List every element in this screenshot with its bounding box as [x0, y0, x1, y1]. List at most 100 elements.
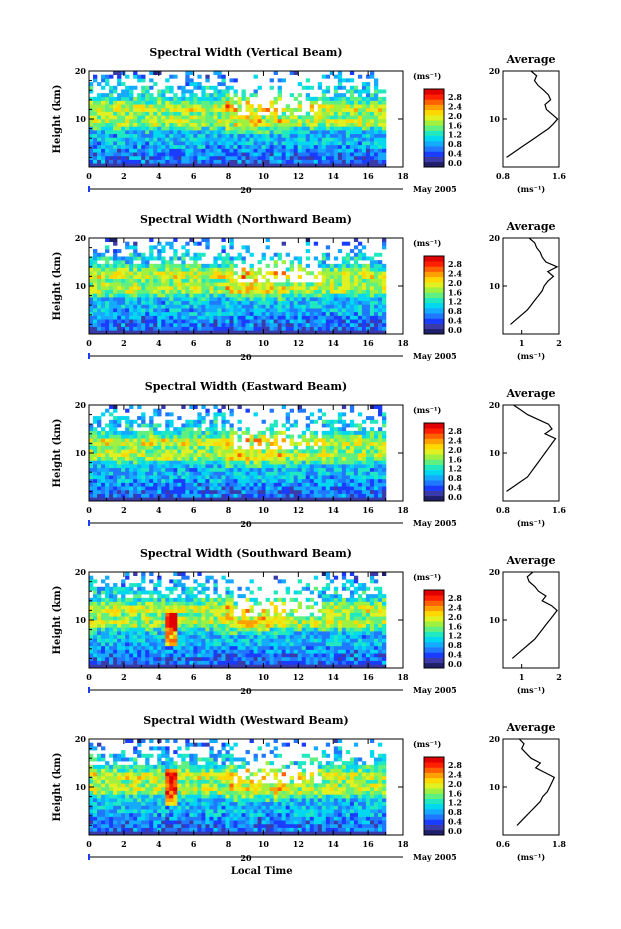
heatmap-cell: [217, 664, 222, 669]
heatmap-cell: [333, 282, 339, 287]
heatmap-cell: [129, 148, 134, 153]
heatmap-cell: [185, 249, 190, 254]
heatmap-cell: [277, 304, 282, 309]
heatmap-cell: [349, 155, 355, 160]
heatmap-cell: [121, 260, 126, 265]
heatmap-cell: [173, 263, 178, 268]
heatmap-cell: [341, 412, 347, 417]
heatmap-cell: [369, 126, 375, 131]
heatmap-cell: [197, 486, 202, 491]
heatmap-cell: [221, 286, 226, 290]
heatmap-cell: [177, 434, 182, 439]
heatmap-cell: [341, 126, 347, 131]
heatmap-cell: [285, 493, 290, 498]
heatmap-cell: [145, 482, 150, 487]
heatmap-cell: [117, 267, 122, 272]
heatmap-cell: [129, 445, 134, 450]
heatmap-cell: [157, 441, 162, 446]
heatmap-cell: [321, 438, 327, 443]
heatmap-cell: [133, 286, 138, 290]
heatmap-cell: [265, 286, 270, 290]
heatmap-cell: [365, 326, 371, 331]
heatmap-cell: [321, 115, 327, 120]
heatmap-cell: [209, 126, 214, 131]
heatmap-cell: [293, 486, 298, 491]
heatmap-cell: [189, 311, 194, 316]
heatmap-cell: [353, 453, 359, 457]
heatmap-cell: [361, 315, 367, 320]
heatmap-cell: [213, 497, 218, 502]
heatmap-cell: [273, 423, 278, 428]
heatmap-cell: [377, 434, 383, 439]
heatmap-cell: [157, 293, 162, 298]
heatmap-cell: [333, 419, 339, 424]
heatmap-cell: [309, 489, 315, 494]
heatmap-cell: [157, 93, 162, 98]
heatmap-cell: [185, 478, 190, 483]
heatmap-cell: [137, 271, 142, 276]
heatmap-cell: [113, 286, 118, 290]
heatmap-cell: [361, 486, 367, 491]
heatmap-cell: [305, 497, 311, 502]
heatmap-cell: [177, 96, 182, 101]
heatmap-cell: [261, 122, 266, 127]
heatmap-cell: [121, 430, 126, 435]
heatmap-cell: [377, 119, 383, 123]
heatmap-cell: [261, 289, 266, 294]
heatmap-cell: [297, 482, 303, 487]
heatmap-cell: [193, 456, 198, 461]
heatmap-cell: [169, 74, 174, 79]
heatmap-cell: [169, 293, 174, 298]
heatmap-cell: [329, 460, 335, 465]
heatmap-cell: [201, 137, 206, 142]
heatmap-cell: [217, 263, 222, 268]
heatmap-cell: [189, 155, 194, 160]
heatmap-cell: [141, 267, 146, 272]
heatmap-cell: [317, 482, 323, 487]
heatmap-cell: [373, 119, 379, 123]
heatmap-cell: [157, 412, 162, 417]
heatmap-cell: [193, 256, 198, 261]
heatmap-cell: [377, 133, 383, 138]
heatmap-cell: [361, 330, 367, 335]
heatmap-cell: [145, 438, 150, 443]
heatmap-cell: [257, 456, 262, 461]
heatmap-cell: [325, 144, 331, 149]
heatmap-cell: [293, 115, 298, 120]
heatmap-cell: [109, 330, 114, 335]
heatmap-cell: [213, 293, 218, 298]
heatmap-cell: [89, 304, 94, 309]
heatmap-cell: [233, 126, 238, 131]
heatmap-cell: [325, 319, 331, 324]
heatmap-cell: [353, 460, 359, 465]
heatmap-cell: [361, 478, 367, 483]
heatmap-cell: [225, 282, 230, 287]
heatmap-cell: [217, 282, 222, 287]
heatmap-cell: [177, 304, 182, 309]
heatmap-cell: [225, 475, 230, 480]
heatmap-cell: [109, 467, 114, 472]
heatmap-cell: [285, 137, 290, 142]
heatmap-cell: [289, 148, 294, 153]
heatmap-cell: [205, 241, 210, 246]
heatmap-cell: [237, 148, 242, 153]
heatmap-cell: [373, 482, 379, 487]
heatmap-cell: [233, 322, 238, 327]
heatmap-cell: [381, 163, 387, 168]
heatmap-cell: [321, 471, 327, 476]
heatmap-cell: [89, 453, 94, 457]
heatmap-cell: [193, 286, 198, 290]
heatmap-cell: [89, 137, 94, 142]
heatmap-cell: [373, 297, 379, 302]
heatmap-cell: [341, 289, 347, 294]
heatmap-cell: [125, 449, 130, 454]
heatmap-cell: [153, 163, 158, 168]
heatmap-cell: [149, 238, 154, 242]
heatmap-cell: [333, 278, 339, 283]
heatmap-cell: [369, 497, 375, 502]
heatmap-cell: [145, 271, 150, 276]
month-label: May 2005: [413, 184, 457, 194]
date-label: 20: [240, 519, 252, 529]
heatmap-cell: [225, 478, 230, 483]
heatmap-cell: [353, 438, 359, 443]
